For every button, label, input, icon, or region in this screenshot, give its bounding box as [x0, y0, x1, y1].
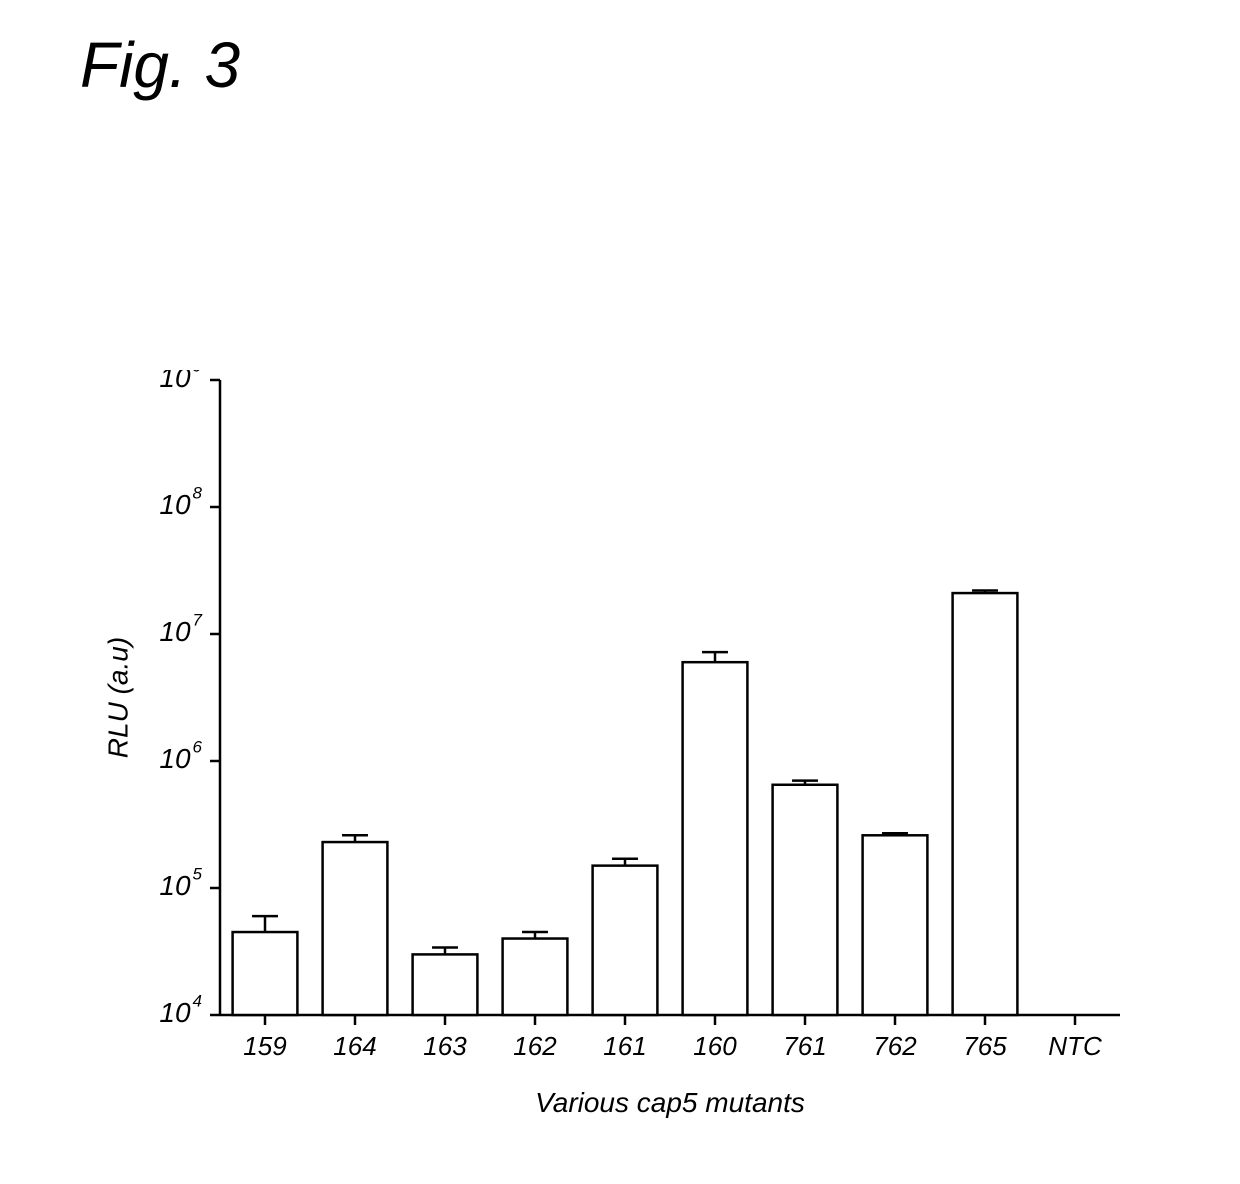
x-tick-label: NTC	[1048, 1031, 1102, 1061]
bar	[503, 939, 568, 1015]
y-tick-label: 108	[159, 484, 202, 521]
x-tick-label: 161	[603, 1031, 646, 1061]
x-tick-label: 162	[513, 1031, 557, 1061]
x-tick-label: 762	[873, 1031, 917, 1061]
bar	[953, 593, 1018, 1015]
bar	[773, 785, 838, 1015]
x-tick-label: 163	[423, 1031, 467, 1061]
x-tick-label: 160	[693, 1031, 737, 1061]
x-tick-label: 164	[333, 1031, 376, 1061]
x-tick-label: 761	[783, 1031, 826, 1061]
bar	[593, 866, 658, 1015]
bar	[413, 954, 478, 1015]
x-axis-label: Various cap5 mutants	[535, 1087, 805, 1118]
bar-chart: 104 105 106 107 108 109 RLU (a.u) 159 164 163 162 1…	[95, 370, 1135, 1130]
bar	[233, 932, 298, 1015]
bar	[683, 662, 748, 1015]
y-tick-label: 109	[159, 370, 202, 393]
figure-title: Fig. 3	[80, 28, 240, 102]
chart-svg: 104 105 106 107 108 109 RLU (a.u) 159 164 163 162 1…	[95, 370, 1135, 1130]
y-tick-label: 107	[159, 611, 202, 648]
x-tick-label: 159	[243, 1031, 286, 1061]
y-tick-label: 106	[159, 738, 202, 775]
bar	[323, 842, 388, 1015]
y-tick-label: 105	[159, 865, 202, 902]
y-axis-label: RLU (a.u)	[102, 637, 133, 758]
y-tick-label: 104	[159, 992, 202, 1029]
x-tick-label: 765	[963, 1031, 1007, 1061]
bar	[863, 835, 928, 1015]
